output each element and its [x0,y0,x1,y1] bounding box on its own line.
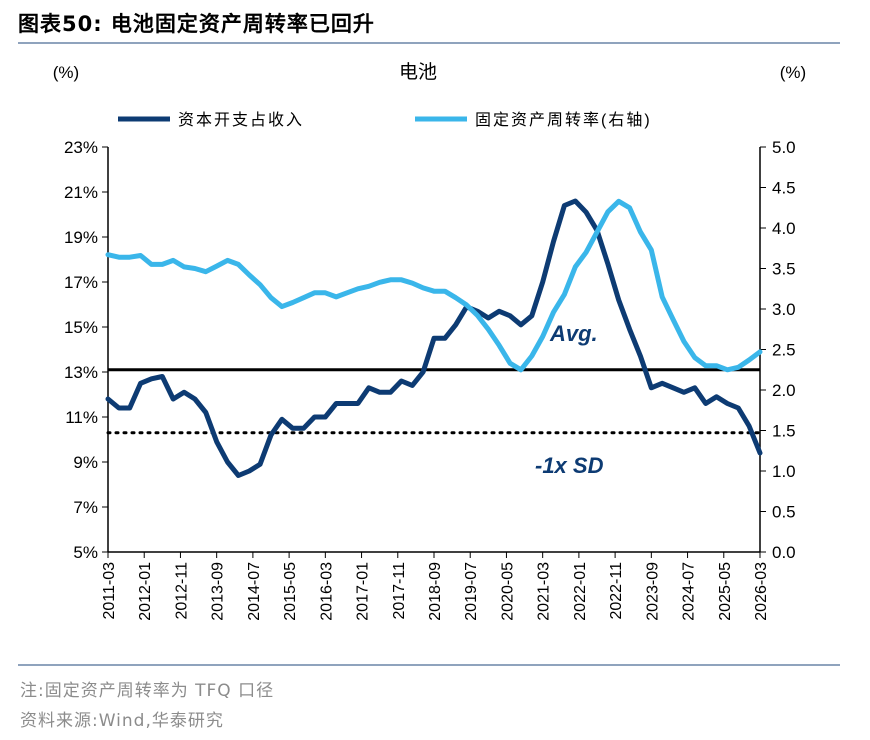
right-tick-label: 2.0 [772,381,796,400]
x-tick-label: 2015-05 [282,562,299,621]
source-note: 资料来源:Wind,华泰研究 [20,711,224,731]
x-tick-label: 2017-11 [391,562,408,620]
x-tick-label: 2023-09 [644,562,661,621]
x-tick-label: 2024-07 [681,562,698,621]
footnote: 注:固定资产周转率为 TFQ 口径 [20,681,275,701]
figure-title: 图表50: 电池固定资产周转率已回升 [18,12,375,36]
series-line-2 [105,198,763,373]
x-tick-label: 2016-03 [318,562,335,621]
x-tick-label: 2018-09 [427,562,444,621]
x-tick-label: 2025-05 [717,562,734,621]
right-tick-label: 3.5 [772,260,796,279]
right-tick-label: 4.0 [772,219,796,238]
title-divider [18,42,840,44]
right-tick-label: 0.5 [772,503,796,522]
left-tick-label: 7% [73,498,98,517]
left-tick-label: 5% [73,543,98,562]
right-tick-label: 1.5 [772,422,796,441]
x-tick-label: 2014-07 [246,562,263,621]
x-tick-label: 2022-11 [608,562,625,620]
x-tick-label: 2020-05 [499,562,516,621]
label-layer: 电池 (%) (%) 资本开支占收入 固定资产周转率(右轴) Avg. -1x SD [53,61,806,478]
left-tick-label: 23% [64,138,98,157]
left-axis-unit: (%) [53,63,79,82]
legend-label-2: 固定资产周转率(右轴) [475,111,652,129]
left-tick-label: 17% [64,273,98,292]
left-tick-label: 15% [64,318,98,337]
x-tick-label: 2017-01 [355,562,372,621]
x-tick-label: 2022-01 [572,562,589,621]
left-tick-label: 11% [65,408,98,427]
series-line-1 [105,198,763,478]
reference-lines-layer [106,368,762,435]
x-tick-label: 2012-11 [173,562,190,620]
right-tick-label: 0.0 [772,543,796,562]
footer-divider [18,664,840,666]
chart-title: 电池 [399,61,437,83]
right-tick-label: 2.5 [772,341,796,360]
right-tick-label: 5.0 [772,138,796,157]
x-tick-label: 2021-03 [536,562,553,621]
legend-label-1: 资本开支占收入 [178,111,304,129]
axes-layer: 23% 21% 19% 17% 15% 13% 11% 9% 7% 5% 5.0 4.5 4.0 3.5 3… [64,138,796,621]
series-layer [105,198,763,478]
x-tick-label: 2012-01 [137,562,154,621]
right-tick-label: 1.0 [772,462,796,481]
right-axis-unit: (%) [780,63,806,82]
left-tick-label: 19% [64,228,98,247]
left-tick-label: 21% [64,183,98,202]
avg-label: Avg. [549,321,598,346]
right-tick-label: 4.5 [772,179,796,198]
right-tick-label: 3.0 [772,300,796,319]
x-tick-label: 2026-03 [753,562,770,621]
sd-label: -1x SD [535,453,604,478]
x-tick-label: 2019-07 [463,562,480,621]
left-tick-label: 9% [73,453,98,472]
left-tick-label: 13% [64,363,98,382]
x-tick-label: 2011-03 [101,562,118,620]
x-tick-label: 2013-09 [210,562,227,621]
